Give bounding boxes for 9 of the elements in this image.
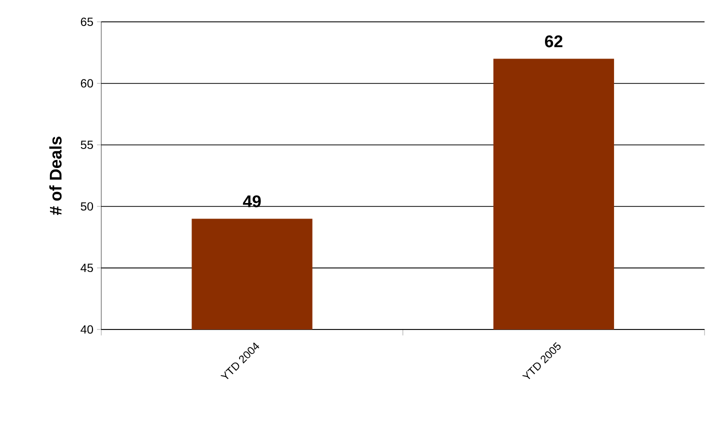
- data-label: 49: [242, 196, 261, 208]
- y-tick-label: 60: [80, 79, 94, 88]
- y-tick-label: 65: [80, 18, 94, 26]
- data-label: 62: [544, 36, 562, 48]
- y-tick-label: 40: [80, 325, 94, 334]
- y-tick-label: 45: [80, 264, 94, 272]
- y-tick-label: 50: [80, 202, 94, 211]
- y-tick-label: 55: [80, 140, 94, 150]
- y-axis-title: # of Deals: [49, 136, 62, 216]
